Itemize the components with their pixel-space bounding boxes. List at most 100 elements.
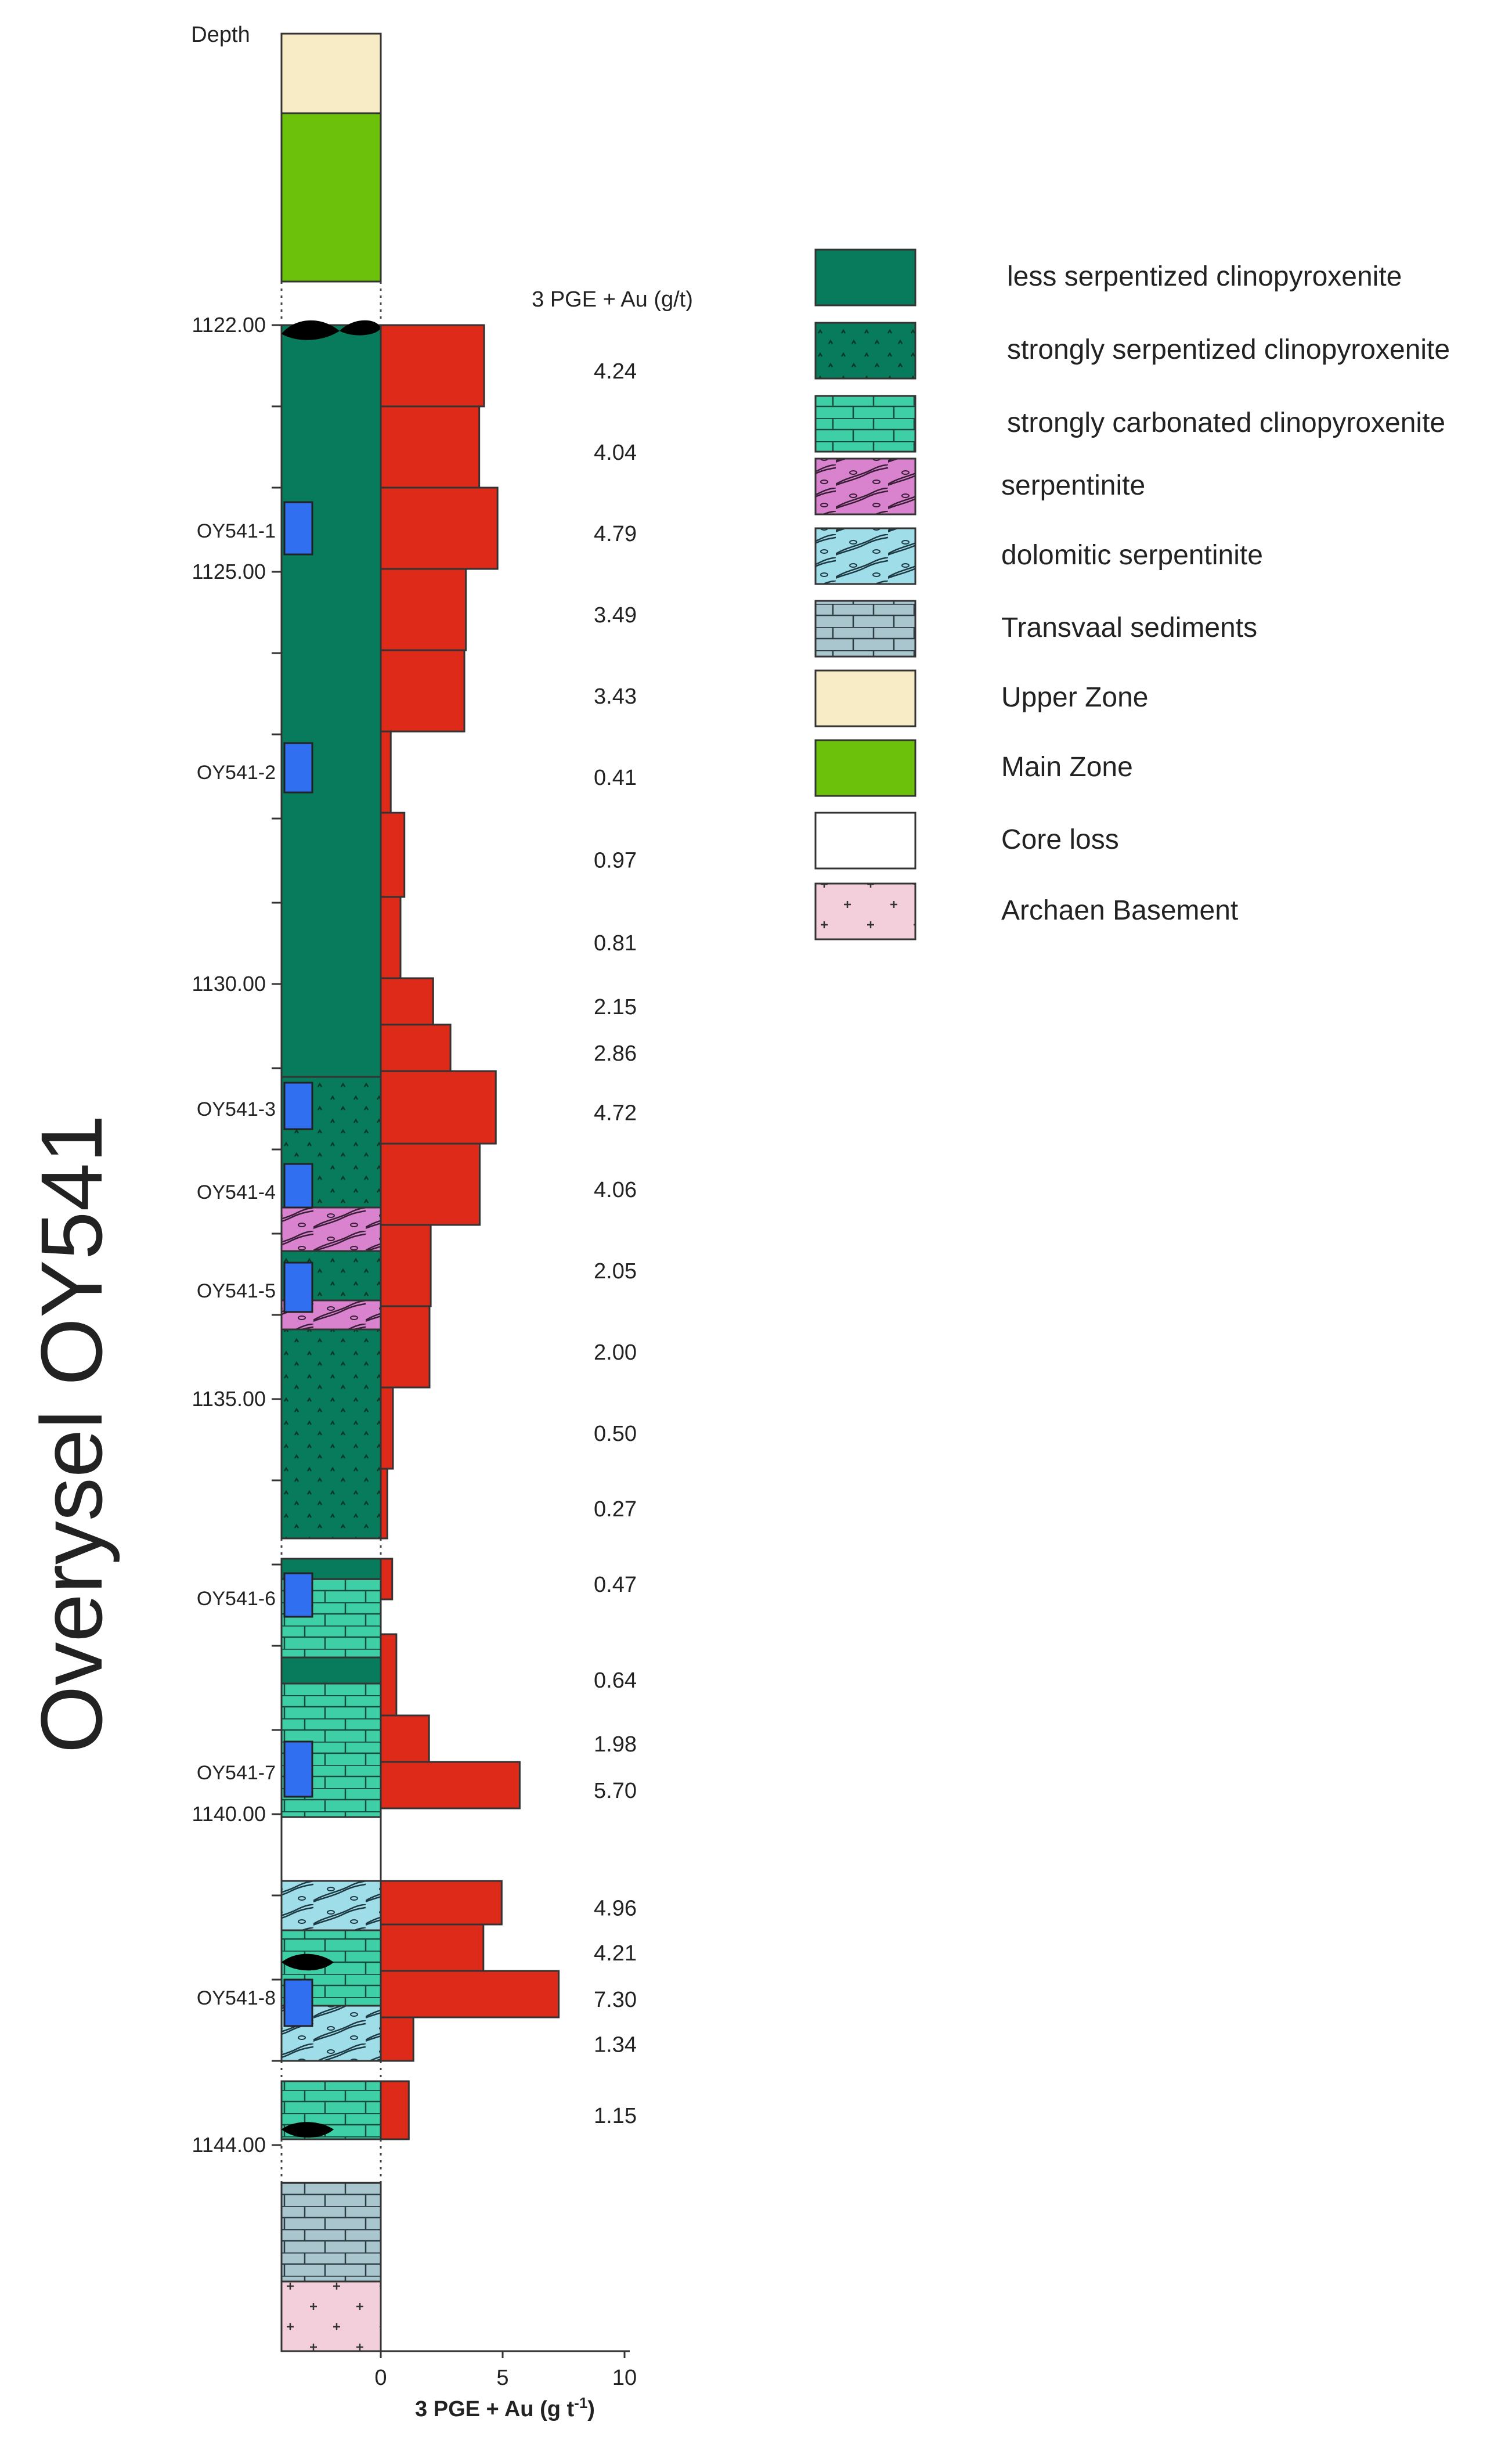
unit-less-serpentized [280,324,382,1078]
grade-bar [380,2080,410,2140]
grade-value-label: 4.06 [594,1178,637,1202]
sample-label: OY541-7 [197,1762,276,1784]
sample-label: OY541-2 [197,762,276,784]
legend-swatch [814,812,916,870]
sample-marker [283,1572,313,1618]
grade-bar [380,730,392,814]
sample-marker [283,1163,313,1209]
grade-bar [380,896,402,979]
x-tick-label: 5 [496,2366,508,2390]
unit-less-serpentized [280,1656,382,1685]
grade-value-label: 4.24 [594,359,637,384]
grade-value-label: 4.96 [594,1897,637,1921]
grade-value-label: 2.05 [594,1259,637,1284]
grade-bar [380,2016,414,2062]
grade-value-label: 2.00 [594,1340,637,1365]
legend-swatch [814,457,916,516]
grade-value-label: 1.98 [594,1732,637,1757]
legend-swatch [814,739,916,797]
legend-label: Core loss [1001,824,1119,855]
grade-bar [380,649,465,733]
legend-swatch [814,248,916,307]
grade-bar [380,324,485,408]
grade-bar [380,1070,497,1145]
unit-core-loss [280,1816,382,1882]
sample-label: OY541-5 [197,1280,276,1302]
grade-bar [380,812,406,898]
grade-bar [380,486,499,570]
grade-value-label: 4.04 [594,441,637,465]
grade-value-label: 1.15 [594,2104,637,2128]
grade-bar [380,1761,521,1810]
depth-label: 1135.00 [192,1387,266,1411]
depth-label: 1140.00 [192,1802,266,1826]
grade-bar [380,405,481,489]
legend-swatch [814,600,916,658]
depth-header: Depth [191,23,250,47]
grade-value-label: 3.49 [594,603,637,628]
grade-bar [380,1633,398,1717]
x-tick-label: 10 [612,2366,637,2390]
unit-main-zone [280,112,382,283]
grade-value-label: 4.79 [594,522,637,546]
legend-label: serpentinite [1001,470,1145,501]
legend-swatch [814,669,916,727]
unit-dolomitic [280,1880,382,1931]
value-header: 3 PGE + Au (g/t) [532,287,693,312]
sample-label: OY541-3 [197,1098,276,1120]
grade-bar [380,1923,485,1972]
grade-value-labels: 4.24 4.04 4.79 3.49 3.43 0.41 0.97 0.81 2.15 2.86… [594,359,637,2128]
legend-swatch [814,395,916,453]
grade-value-label: 0.50 [594,1422,637,1446]
grade-value-label: 0.27 [594,1497,637,1522]
legend-label: strongly carbonated clinopyroxenite [1007,408,1445,438]
contact-lenses [282,320,381,2138]
legend: less serpentized clinopyroxenite strongly… [814,248,1450,940]
legend-label: Main Zone [1001,752,1133,783]
grade-bar [380,1468,388,1540]
sample-label: OY541-4 [197,1181,276,1203]
grade-value-label: 3.43 [594,684,637,709]
sample-marker [283,1261,313,1313]
grade-bar [380,1386,394,1470]
x-axis-label: 3 PGE + Au (g t-1) [415,2394,595,2421]
grade-bar [380,568,467,651]
figure-title: Overysel OY541 [23,1115,120,1753]
grade-value-label: 4.72 [594,1101,637,1126]
x-axis: 0 5 10 3 PGE + Au (g t-1) [374,2350,637,2421]
legend-swatch [814,527,916,585]
legend-label: Archaen Basement [1001,895,1238,926]
grade-value-label: 5.70 [594,1779,637,1803]
grade-value-label: 2.86 [594,1041,637,1066]
legend-label: strongly serpentized clinopyroxenite [1007,334,1450,365]
grade-value-label: 0.47 [594,1573,637,1597]
depth-label: 1130.00 [192,972,266,996]
grade-value-label: 4.21 [594,1941,637,1966]
grade-bar [380,1142,481,1226]
sample-label: OY541-6 [197,1588,276,1610]
grade-bar [380,1224,432,1307]
unit-basement [280,2280,382,2352]
legend-swatch [814,322,916,380]
grade-value-label: 1.34 [594,2033,637,2057]
x-tick-label: 0 [374,2366,387,2390]
legend-label: Transvaal sediments [1001,612,1257,643]
sample-marker [283,742,313,794]
legend-label: dolomitic serpentinite [1001,540,1263,571]
unit-upper-zone [280,33,382,114]
x-axis-label-sup: -1 [574,2394,587,2412]
sample-marker [283,1740,313,1798]
depth-label: 1122.00 [192,313,266,337]
grade-bar [380,1880,503,1926]
x-axis-label-main: 3 PGE + Au (g t [415,2397,574,2421]
sample-label: OY541-1 [197,520,276,542]
sample-marker [283,1082,313,1130]
sample-marker [283,1978,313,2027]
grade-bar [380,1023,452,1072]
unit-serpentinite [280,1206,382,1252]
sample-marker [283,501,313,556]
grade-value-label: 0.64 [594,1668,637,1693]
legend-label: Upper Zone [1001,682,1148,713]
grade-bar [380,1558,394,1601]
